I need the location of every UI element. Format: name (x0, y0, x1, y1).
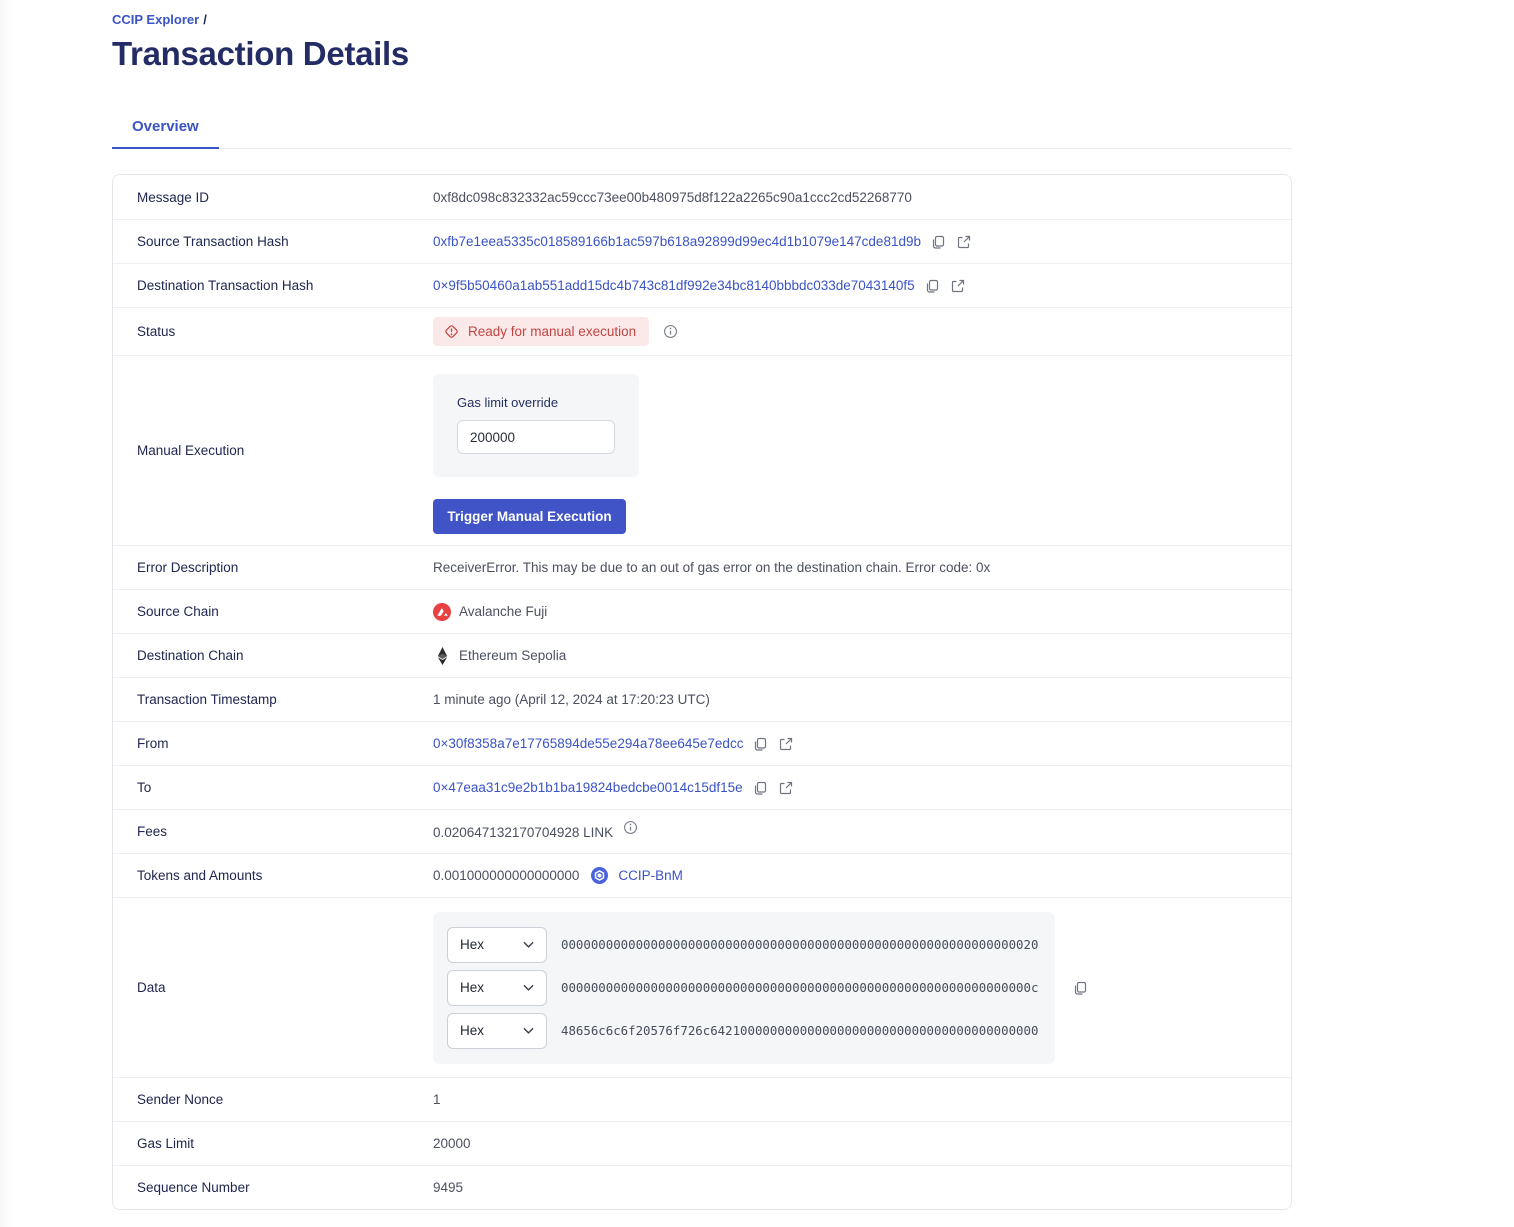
table-row-source-tx-hash: Source Transaction Hash 0xfb7e1eea5335c0… (113, 219, 1291, 263)
copy-icon[interactable] (751, 735, 769, 753)
error-description-value: ReceiverError. This may be due to an out… (433, 560, 991, 575)
data-line: Hex 000000000000000000000000000000000000… (447, 969, 1041, 1006)
table-row-error-description: Error Description ReceiverError. This ma… (113, 545, 1291, 589)
data-label: Data (137, 980, 166, 995)
hex-format-value: Hex (460, 1023, 485, 1038)
gas-limit-override-panel: Gas limit override (433, 374, 639, 477)
message-id-label: Message ID (137, 189, 210, 205)
to-address-link[interactable]: 0×47eaa31c9e2b1b1ba19824bedcbe0014c15df1… (433, 780, 743, 795)
chevron-down-icon (523, 941, 534, 948)
tab-overview[interactable]: Overview (112, 107, 219, 149)
tokens-amounts-label: Tokens and Amounts (137, 868, 263, 883)
dest-tx-hash-link[interactable]: 0×9f5b50460a1ab551add15dc4b743c81df992e3… (433, 278, 915, 293)
manual-execution-label: Manual Execution (137, 443, 245, 458)
message-id-value: 0xf8dc098c832332ac59ccc73ee00b480975d8f1… (433, 189, 912, 205)
table-row-data: Data Hex 0000000000000000000000000000000… (113, 897, 1291, 1077)
data-line: Hex 48656c6c6f20576f726c6421000000000000… (447, 1012, 1041, 1049)
table-row-gas-limit: Gas Limit 20000 (113, 1121, 1291, 1165)
alert-icon (445, 325, 458, 338)
destination-chain-value: Ethereum Sepolia (459, 648, 567, 663)
source-tx-hash-label: Source Transaction Hash (137, 234, 289, 249)
breadcrumb: CCIP Explorer / (112, 12, 1292, 27)
gas-limit-override-input[interactable] (457, 420, 615, 454)
avalanche-icon (433, 602, 451, 621)
gas-limit-override-label: Gas limit override (457, 395, 559, 410)
copy-icon[interactable] (751, 779, 769, 797)
ccip-bnm-token-icon (591, 867, 609, 884)
table-row-manual-execution: Manual Execution Gas limit override Trig… (113, 355, 1291, 545)
hex-data-value: 48656c6c6f20576f726c64210000000000000000… (561, 1023, 1039, 1038)
hex-data-value: 0000000000000000000000000000000000000000… (561, 937, 1039, 952)
external-link-icon[interactable] (955, 233, 973, 251)
source-chain-label: Source Chain (137, 604, 219, 619)
fees-label: Fees (137, 824, 168, 839)
table-row-dest-tx-hash: Destination Transaction Hash 0×9f5b50460… (113, 263, 1291, 307)
table-row-from: From 0×30f8358a7e17765894de55e294a78ee64… (113, 721, 1291, 765)
trigger-manual-execution-button[interactable]: Trigger Manual Execution (433, 499, 626, 534)
data-line: Hex 000000000000000000000000000000000000… (447, 926, 1041, 963)
external-link-icon[interactable] (777, 779, 795, 797)
sender-nonce-label: Sender Nonce (137, 1092, 224, 1107)
tab-bar: Overview (112, 107, 1292, 149)
fees-value: 0.020647132170704928 LINK (433, 824, 614, 840)
hex-data-value: 0000000000000000000000000000000000000000… (561, 980, 1039, 995)
sequence-number-value: 9495 (433, 1180, 464, 1195)
dest-tx-hash-label: Destination Transaction Hash (137, 278, 314, 293)
token-amount-value: 0.001000000000000000 (433, 868, 580, 883)
status-badge: Ready for manual execution (433, 317, 650, 346)
chevron-down-icon (523, 984, 534, 991)
transaction-details-card: Message ID 0xf8dc098c832332ac59ccc73ee00… (112, 174, 1292, 1210)
table-row-message-id: Message ID 0xf8dc098c832332ac59ccc73ee00… (113, 175, 1291, 219)
table-row-source-chain: Source Chain Avalanche Fuji (113, 589, 1291, 633)
copy-icon[interactable] (929, 233, 947, 251)
copy-icon[interactable] (923, 277, 941, 295)
hex-format-select[interactable]: Hex (447, 969, 547, 1006)
page-title: Transaction Details (112, 35, 409, 72)
sender-nonce-value: 1 (433, 1092, 441, 1107)
ccip-bnm-token-link[interactable]: CCIP-BnM (618, 868, 683, 883)
external-link-icon[interactable] (777, 735, 795, 753)
external-link-icon[interactable] (949, 277, 967, 295)
table-row-sender-nonce: Sender Nonce 1 (113, 1077, 1291, 1121)
hex-format-value: Hex (460, 980, 485, 995)
info-icon[interactable] (623, 820, 638, 835)
table-row-status: Status Ready for manual execution (113, 307, 1291, 355)
data-hex-panel: Hex 000000000000000000000000000000000000… (433, 911, 1055, 1064)
from-address-link[interactable]: 0×30f8358a7e17765894de55e294a78ee645e7ed… (433, 736, 744, 751)
status-badge-text: Ready for manual execution (468, 324, 637, 339)
sequence-number-label: Sequence Number (137, 1180, 250, 1195)
timestamp-label: Transaction Timestamp (137, 692, 277, 707)
ethereum-icon (433, 646, 451, 665)
chevron-down-icon (523, 1027, 534, 1034)
to-label: To (137, 780, 152, 795)
source-tx-hash-link[interactable]: 0xfb7e1eea5335c018589166b1ac597b618a9289… (433, 234, 921, 249)
gas-limit-label: Gas Limit (137, 1136, 195, 1151)
hex-format-select[interactable]: Hex (447, 926, 547, 963)
table-row-destination-chain: Destination Chain Ethereum Sepolia (113, 633, 1291, 677)
table-row-tokens-amounts: Tokens and Amounts 0.001000000000000000 … (113, 853, 1291, 897)
source-chain-value: Avalanche Fuji (459, 604, 548, 619)
timestamp-value: 1 minute ago (April 12, 2024 at 17:20:23… (433, 692, 710, 707)
breadcrumb-link-ccip-explorer[interactable]: CCIP Explorer (112, 12, 200, 27)
table-row-fees: Fees 0.020647132170704928 LINK (113, 809, 1291, 853)
table-row-sequence-number: Sequence Number 9495 (113, 1165, 1291, 1209)
table-row-to: To 0×47eaa31c9e2b1b1ba19824bedcbe0014c15… (113, 765, 1291, 809)
destination-chain-label: Destination Chain (137, 648, 244, 663)
breadcrumb-separator: / (203, 12, 207, 27)
status-label: Status (137, 324, 176, 339)
error-description-label: Error Description (137, 560, 239, 575)
info-icon[interactable] (663, 324, 678, 339)
hex-format-select[interactable]: Hex (447, 1012, 547, 1049)
table-row-timestamp: Transaction Timestamp 1 minute ago (Apri… (113, 677, 1291, 721)
from-label: From (137, 736, 169, 751)
hex-format-value: Hex (460, 937, 485, 952)
copy-icon[interactable] (1071, 979, 1089, 997)
gas-limit-value: 20000 (433, 1136, 471, 1151)
